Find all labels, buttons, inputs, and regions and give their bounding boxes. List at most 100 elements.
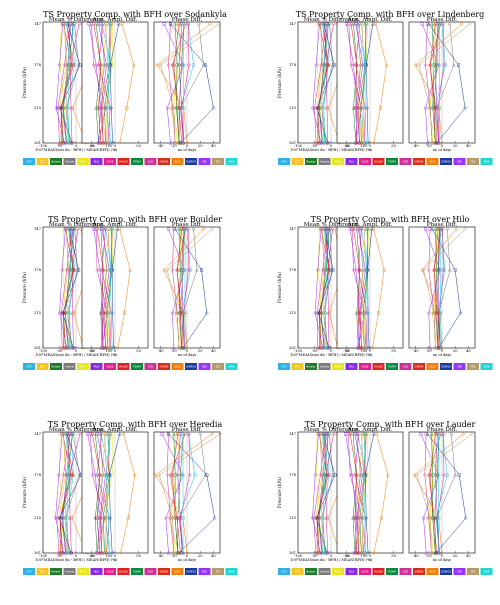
x-axis-label: % xyxy=(113,148,117,152)
legend-label: ACE xyxy=(403,365,409,369)
legend-swatch xyxy=(104,363,116,370)
data-point xyxy=(355,431,360,436)
data-point xyxy=(378,106,382,110)
data-point xyxy=(365,346,370,350)
legend-label: MLS xyxy=(94,570,100,574)
series-line xyxy=(327,228,333,349)
data-point xyxy=(212,516,217,520)
data-point xyxy=(64,345,69,350)
legend-label: SAGE xyxy=(106,570,113,574)
series-line xyxy=(356,228,360,349)
data-point xyxy=(351,63,356,67)
series-line xyxy=(109,433,120,554)
x-tick-label: 0 xyxy=(369,144,372,148)
legend-label: OMI xyxy=(457,365,462,369)
legend-label: ACE xyxy=(148,570,154,574)
data-point xyxy=(125,106,129,110)
x-tick-label: 50 xyxy=(136,554,141,558)
data-point xyxy=(355,106,359,110)
data-point xyxy=(153,472,158,477)
legend-label: SCIA xyxy=(175,570,181,574)
legend-label: GOMOS xyxy=(441,365,451,369)
legend-label: HALOE xyxy=(374,365,383,369)
data-point xyxy=(183,311,187,315)
panel-title: Mean % Difference xyxy=(49,17,104,23)
series-line xyxy=(59,23,65,144)
series-line xyxy=(437,228,441,349)
data-point xyxy=(99,21,104,26)
data-point xyxy=(457,473,461,477)
data-point xyxy=(57,550,61,555)
data-point xyxy=(330,62,335,67)
series-line xyxy=(420,433,439,554)
y-tick-label: 261 xyxy=(289,141,296,145)
legend-label: HALOE xyxy=(119,160,128,164)
data-point xyxy=(436,141,441,145)
legend-swatch xyxy=(413,158,425,165)
panel-1: Ann. Ampl. Diff. -50 0 50% xyxy=(81,17,149,152)
data-point xyxy=(165,106,169,110)
series-line xyxy=(176,228,182,349)
data-point xyxy=(115,346,120,350)
series-line xyxy=(431,228,461,349)
legend: CFH ECC Brewer Vaisala RS92 MLS SAGE HALOE POAM A… xyxy=(278,568,493,575)
data-point xyxy=(183,432,187,436)
data-point xyxy=(98,432,102,436)
series-line xyxy=(104,228,113,349)
legend-swatch xyxy=(318,568,331,575)
data-point xyxy=(96,22,100,26)
data-point xyxy=(56,106,60,110)
legend-swatch xyxy=(90,568,103,575)
data-point xyxy=(445,227,449,231)
y-tick-label: 215 xyxy=(289,311,297,315)
series-line xyxy=(168,228,185,349)
x-tick-label: -50 xyxy=(57,144,64,148)
data-point xyxy=(173,226,177,231)
data-point xyxy=(437,22,441,26)
series-line xyxy=(363,433,367,554)
data-point xyxy=(94,227,98,231)
x-tick-label: -50 xyxy=(344,554,351,558)
data-point xyxy=(425,140,430,145)
data-point xyxy=(103,22,108,26)
data-point xyxy=(439,227,443,231)
data-point xyxy=(433,226,438,231)
legend-swatch xyxy=(50,568,62,575)
data-point xyxy=(322,227,326,231)
legend-swatch xyxy=(480,568,493,575)
x-axis-label: % xyxy=(368,353,372,357)
legend-swatch xyxy=(305,158,317,165)
data-point xyxy=(358,141,362,145)
data-point xyxy=(433,311,438,315)
data-point xyxy=(430,106,435,110)
x-tick-label: 100 xyxy=(361,349,369,353)
series-line xyxy=(64,23,68,144)
data-point xyxy=(423,227,427,231)
data-point xyxy=(102,310,107,315)
data-point xyxy=(104,346,108,350)
legend-label: SCIA xyxy=(430,160,436,164)
legend-swatch xyxy=(440,363,452,370)
series-line xyxy=(320,23,324,144)
x-tick-label: -100 xyxy=(294,349,303,353)
data-point xyxy=(179,268,184,272)
series-line xyxy=(163,23,184,144)
data-point xyxy=(106,516,110,520)
x-tick-label: -20 xyxy=(171,144,178,148)
data-point xyxy=(182,227,187,231)
data-point xyxy=(322,106,326,110)
legend-label: ECC xyxy=(295,365,300,369)
series-line xyxy=(357,433,367,554)
series-line xyxy=(104,228,110,349)
x-tick-label: -40 xyxy=(158,554,165,558)
data-point xyxy=(57,516,62,520)
data-point xyxy=(321,516,325,520)
series-line xyxy=(65,433,69,554)
panel-title: Mean % Difference xyxy=(304,427,359,433)
series-line xyxy=(321,228,326,349)
data-point xyxy=(101,141,105,145)
data-point xyxy=(432,63,436,67)
legend-label: ECC xyxy=(40,160,45,164)
legend-swatch xyxy=(453,158,466,165)
data-point xyxy=(64,63,68,67)
